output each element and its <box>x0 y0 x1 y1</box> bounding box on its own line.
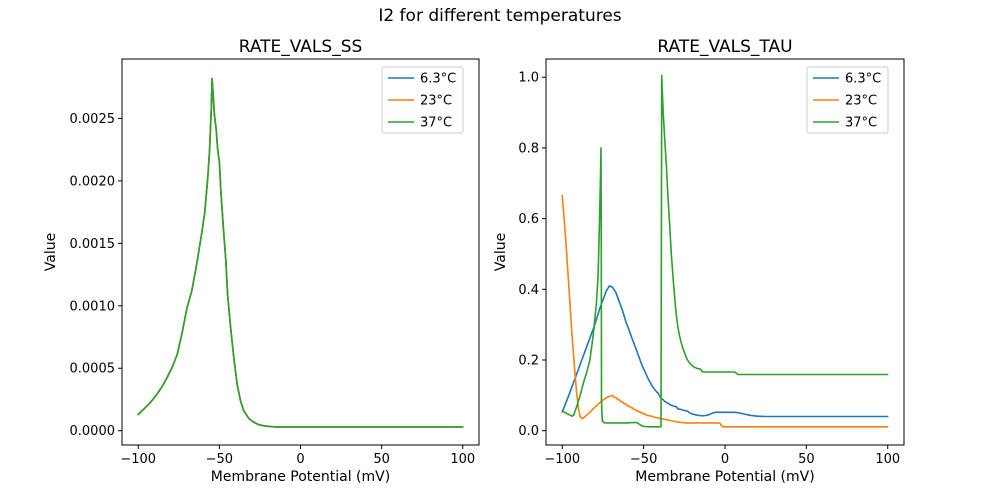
x-tick-label: −50 <box>630 452 657 467</box>
series-line <box>561 194 889 428</box>
x-axis-label: Membrane Potential (mV) <box>635 469 814 485</box>
y-tick-label: 0.4 <box>518 283 539 298</box>
x-tick-label: −50 <box>206 452 233 467</box>
series-line <box>137 77 464 428</box>
legend-label: 37°C <box>420 116 452 131</box>
legend-box <box>806 66 889 134</box>
x-tick-label: −100 <box>544 452 580 467</box>
legend-label: 6.3°C <box>420 72 456 87</box>
y-tick-label: 0.6 <box>518 212 539 227</box>
y-tick-label: 0.8 <box>518 141 539 156</box>
axes-title: RATE_VALS_SS <box>239 37 363 57</box>
legend-label: 6.3°C <box>845 72 881 87</box>
subplot-0: RATE_VALS_SS Membrane Potential (mV) Value… <box>43 37 480 485</box>
legend-label: 23°C <box>420 94 452 109</box>
series-line <box>561 74 889 428</box>
y-tick-label: 0.0000 <box>70 424 116 439</box>
y-tick-label: 0.0015 <box>70 237 116 252</box>
x-tick-label: 50 <box>373 452 390 467</box>
legend-label: 23°C <box>845 94 877 109</box>
axes-title: RATE_VALS_TAU <box>657 37 792 57</box>
subplot-1: RATE_VALS_TAU Membrane Potential (mV) Valu… <box>493 37 905 485</box>
y-tick-label: 1.0 <box>518 71 539 86</box>
x-tick-label: 50 <box>798 452 815 467</box>
x-tick-label: 0 <box>296 452 304 467</box>
y-tick-label: 0.0010 <box>70 299 116 314</box>
y-tick-label: 0.0 <box>518 424 539 439</box>
y-axis-label: Value <box>43 233 59 271</box>
y-tick-label: 0.0020 <box>70 174 116 189</box>
series-line <box>561 284 889 418</box>
y-tick-label: 0.0025 <box>70 112 116 127</box>
x-tick-label: 100 <box>450 452 475 467</box>
y-tick-label: 0.2 <box>518 353 539 368</box>
legend-box <box>381 66 464 134</box>
y-tick-label: 0.0005 <box>70 362 116 377</box>
legend-label: 37°C <box>845 116 877 131</box>
x-tick-label: −100 <box>120 452 156 467</box>
y-axis-label: Value <box>493 233 509 271</box>
x-axis-label: Membrane Potential (mV) <box>211 469 390 485</box>
x-tick-label: 0 <box>721 452 729 467</box>
figure-suptitle: I2 for different temperatures <box>378 6 622 26</box>
x-tick-label: 100 <box>875 452 900 467</box>
